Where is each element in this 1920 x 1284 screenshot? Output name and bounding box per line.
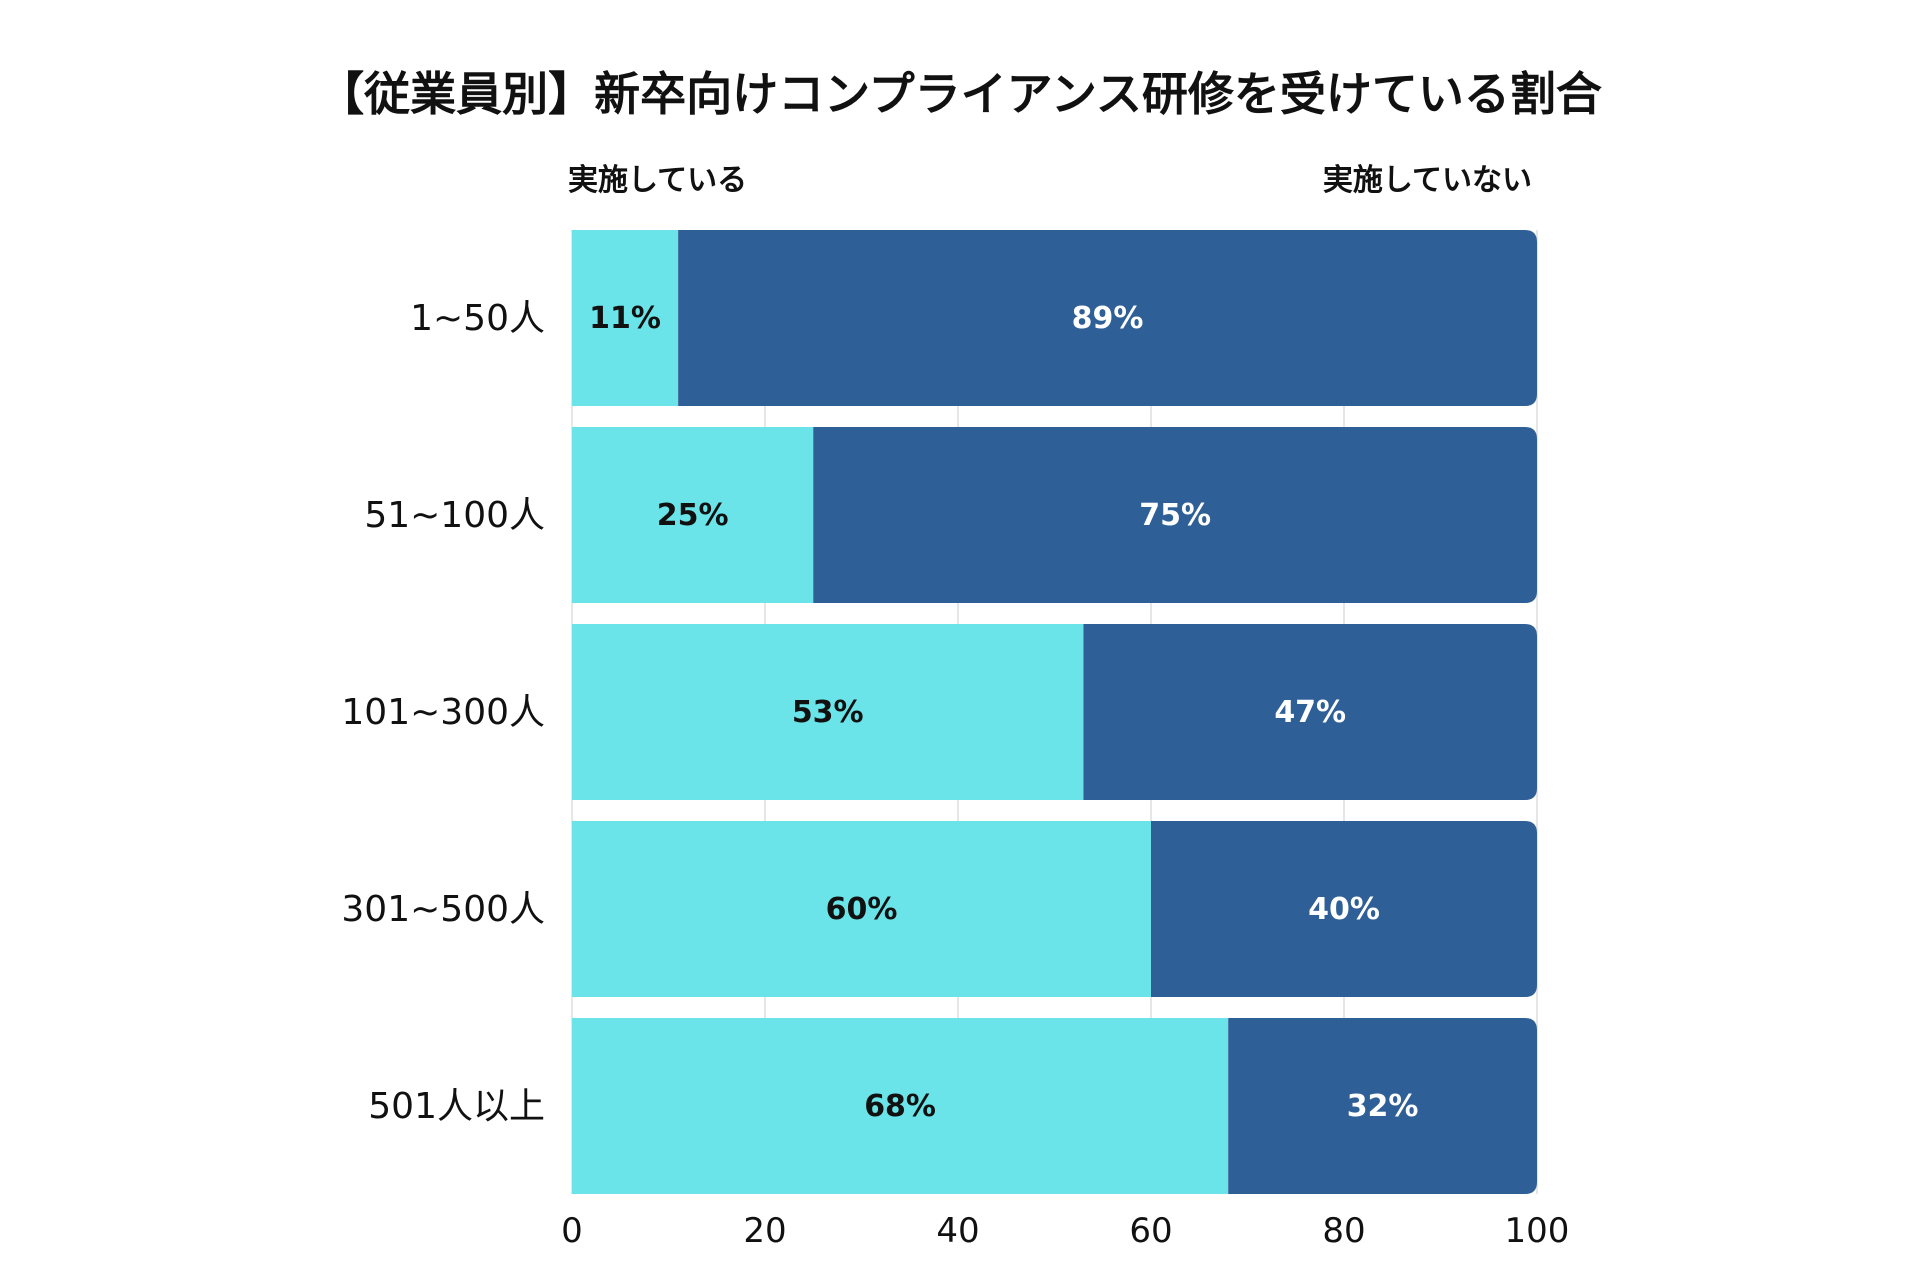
bars: 11% 89% 25% 75% 53% 47% 60% 40% 68% 32% [572,230,1537,1194]
bar-segment-implemented [572,427,814,603]
bar-segment-implemented [572,821,1151,997]
data-label: 75% [1139,498,1211,533]
category-labels: 1~50人 51~100人 101~300人 301~500人 501人以上 [341,298,545,1127]
x-axis-ticks: 0 20 40 60 80 100 [561,1211,1569,1251]
legend-label-implemented: 実施している [568,163,747,198]
x-tick-label: 20 [743,1211,786,1251]
data-label: 40% [1308,892,1380,927]
x-tick-label: 0 [561,1211,583,1251]
x-tick-label: 100 [1505,1211,1570,1251]
bar-segment-not-implemented [1083,624,1537,800]
data-label: 47% [1274,695,1346,730]
data-label: 60% [826,892,898,927]
category-label: 501人以上 [368,1086,545,1127]
category-label: 101~300人 [341,692,545,733]
data-label: 25% [657,498,729,533]
data-label: 32% [1347,1089,1419,1124]
chart-title: 【従業員別】新卒向けコンプライアンス研修を受けている割合 [318,67,1602,121]
data-label: 68% [864,1089,936,1124]
x-tick-label: 80 [1322,1211,1365,1251]
bar-segment-not-implemented [1228,1018,1537,1194]
bar-segment-not-implemented [1151,821,1537,997]
category-label: 301~500人 [341,889,545,930]
data-label: 11% [589,301,661,336]
bar-segment-implemented [572,624,1084,800]
legend-label-not-implemented: 実施していない [1323,163,1532,198]
bar-segment-implemented [572,1018,1229,1194]
x-tick-label: 60 [1129,1211,1172,1251]
data-label: 89% [1072,301,1144,336]
data-label: 53% [792,695,864,730]
x-tick-label: 40 [936,1211,979,1251]
bar-segment-not-implemented [813,427,1537,603]
bar-segment-not-implemented [678,230,1537,406]
category-label: 1~50人 [410,298,545,339]
bar-segment-implemented [572,230,679,406]
category-label: 51~100人 [364,495,545,536]
